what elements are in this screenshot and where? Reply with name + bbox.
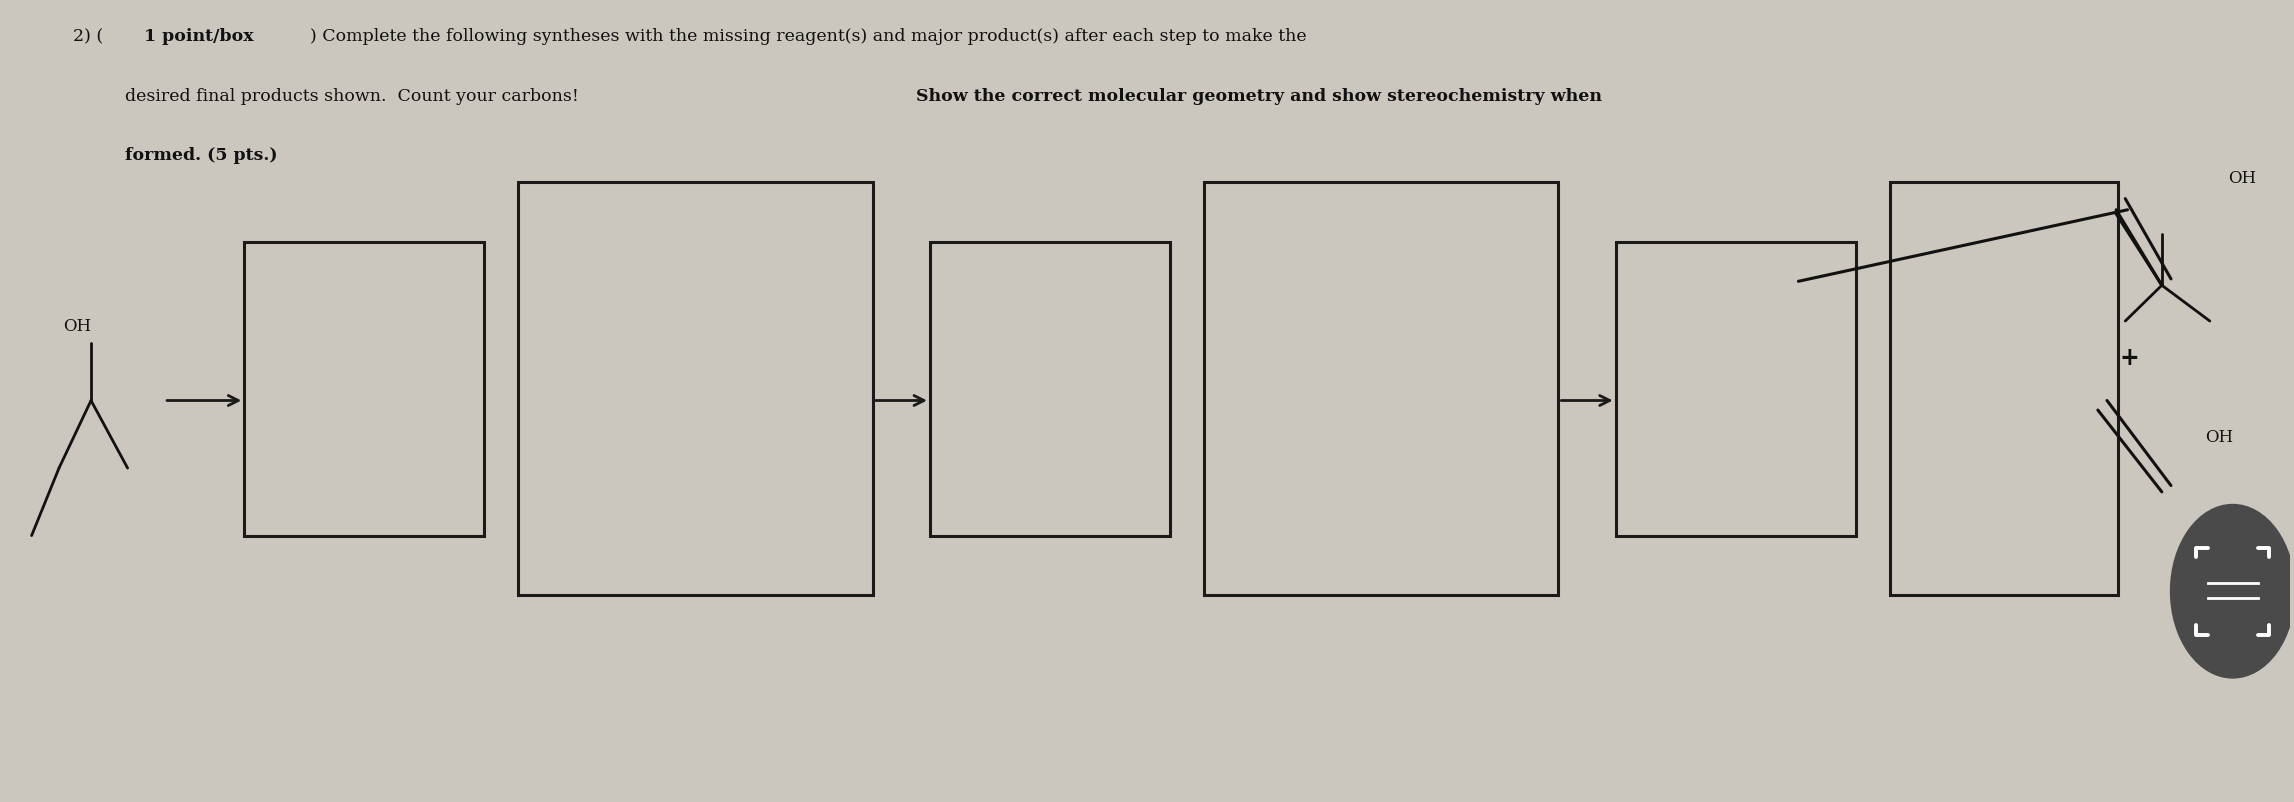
Bar (518, 183, 872, 595)
Bar (1204, 183, 1558, 595)
Text: OH: OH (2205, 428, 2234, 445)
Bar (1890, 183, 2117, 595)
Text: OH: OH (64, 317, 92, 334)
Text: +: + (2120, 346, 2140, 370)
Bar (1615, 242, 1856, 536)
Text: formed. (5 pts.): formed. (5 pts.) (126, 147, 278, 164)
Ellipse shape (2170, 504, 2294, 678)
Text: ) Complete the following syntheses with the missing reagent(s) and major product: ) Complete the following syntheses with … (310, 28, 1308, 45)
Bar (243, 242, 484, 536)
Text: Show the correct molecular geometry and show stereochemistry when: Show the correct molecular geometry and … (915, 87, 1601, 104)
Text: 1 point/box: 1 point/box (145, 28, 252, 45)
Text: OH: OH (2227, 170, 2257, 187)
Bar (929, 242, 1170, 536)
Text: desired final products shown.  Count your carbons!: desired final products shown. Count your… (126, 87, 590, 104)
Text: 2) (: 2) ( (73, 28, 103, 45)
